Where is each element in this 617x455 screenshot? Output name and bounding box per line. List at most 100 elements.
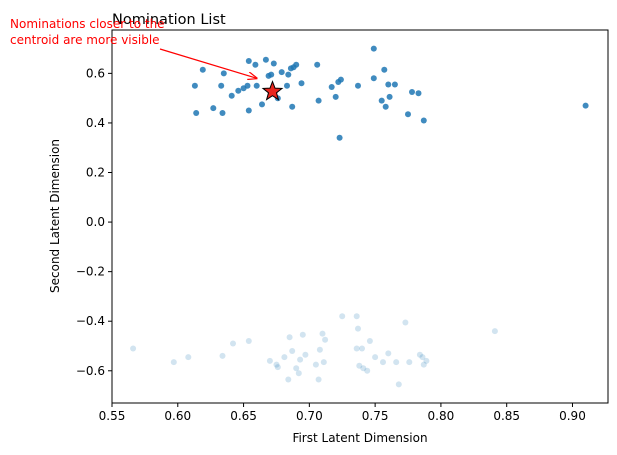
y-tick-label: 0.4 <box>86 116 105 130</box>
data-point <box>289 103 296 110</box>
data-point <box>185 354 192 361</box>
data-point <box>423 357 430 364</box>
data-point <box>415 90 422 97</box>
data-point <box>385 81 392 88</box>
data-point <box>130 345 137 352</box>
data-point <box>366 338 373 344</box>
data-point <box>297 356 304 363</box>
data-point <box>337 76 344 83</box>
data-point <box>382 103 389 110</box>
data-point <box>393 359 400 366</box>
data-point <box>235 87 242 94</box>
data-point <box>353 313 360 320</box>
data-point <box>298 80 305 87</box>
data-point <box>353 345 360 352</box>
y-tick-label: −0.6 <box>76 364 105 378</box>
data-point <box>278 69 285 76</box>
data-point <box>378 97 385 104</box>
data-point <box>360 365 367 372</box>
data-point <box>170 359 177 366</box>
data-point <box>210 105 217 112</box>
data-point <box>406 359 413 366</box>
data-point <box>295 370 302 377</box>
data-point <box>336 134 343 141</box>
data-point <box>219 110 226 116</box>
data-point <box>409 89 415 95</box>
x-tick-label: 0.55 <box>99 409 126 423</box>
data-point <box>370 45 377 52</box>
data-point <box>386 93 393 100</box>
data-point <box>320 359 327 366</box>
data-point <box>245 58 252 64</box>
data-point <box>266 357 273 364</box>
data-point <box>285 71 292 78</box>
y-axis-ticks: −0.6 −0.4 −0.2 0.0 0.2 0.4 0.6 <box>76 66 112 378</box>
points-layer <box>130 45 589 388</box>
data-point <box>316 346 323 353</box>
data-point <box>582 102 589 109</box>
x-tick-label: 0.65 <box>230 409 257 423</box>
x-axis-ticks: 0.55 0.60 0.65 0.70 0.75 0.80 0.85 0.90 <box>99 403 586 423</box>
x-tick-label: 0.75 <box>362 409 389 423</box>
data-point <box>218 82 225 89</box>
data-point <box>281 354 288 361</box>
data-point <box>245 338 252 344</box>
data-point <box>259 101 265 108</box>
annotation: Nominations closer to the centroid are m… <box>10 17 257 78</box>
data-point <box>293 365 300 372</box>
data-point <box>491 328 498 335</box>
y-tick-label: −0.2 <box>76 265 105 279</box>
y-axis-label: Second Latent Dimension <box>48 139 62 293</box>
data-point <box>380 359 386 366</box>
y-tick-label: −0.4 <box>76 314 105 328</box>
data-point <box>315 376 322 383</box>
data-point <box>405 111 411 118</box>
data-point <box>339 313 346 320</box>
data-point <box>314 61 321 68</box>
y-tick-label: 0.2 <box>86 166 105 180</box>
x-tick-label: 0.80 <box>428 409 455 423</box>
data-point <box>420 117 427 124</box>
data-point <box>191 82 198 89</box>
y-tick-label: 0.6 <box>86 66 105 80</box>
data-point <box>332 93 339 100</box>
y-tick-label: 0.0 <box>86 215 105 229</box>
data-point <box>199 66 206 73</box>
data-point <box>270 60 277 67</box>
data-point <box>268 71 275 78</box>
data-point <box>402 319 409 326</box>
data-point <box>328 84 335 90</box>
data-point <box>219 352 226 359</box>
data-point <box>245 107 252 114</box>
data-point <box>274 364 281 371</box>
chart-title: Nomination List <box>112 12 226 28</box>
data-point <box>293 61 300 68</box>
data-point <box>285 376 292 383</box>
data-point <box>230 340 236 347</box>
data-point <box>289 348 296 354</box>
annotation-line-2: centroid are more visible <box>10 33 160 47</box>
data-point <box>359 345 365 352</box>
data-point <box>364 367 371 374</box>
data-point <box>284 82 290 89</box>
plot-area-frame <box>111 29 609 404</box>
data-point <box>312 361 319 368</box>
x-axis-label: First Latent Dimension <box>292 431 427 445</box>
annotation-arrow <box>159 48 257 78</box>
annotation-line-1: Nominations closer to the <box>10 17 165 31</box>
data-point <box>322 336 329 343</box>
data-point <box>252 61 259 68</box>
data-point <box>355 325 361 332</box>
data-point <box>372 354 379 361</box>
data-point <box>299 331 306 338</box>
series-2 <box>130 313 498 388</box>
data-point <box>315 97 322 104</box>
centroid-layer <box>261 80 284 101</box>
data-point <box>286 334 293 341</box>
data-point <box>228 92 235 99</box>
data-point <box>302 351 309 358</box>
x-tick-label: 0.60 <box>164 409 191 423</box>
data-point <box>395 381 402 388</box>
data-point <box>420 361 427 368</box>
